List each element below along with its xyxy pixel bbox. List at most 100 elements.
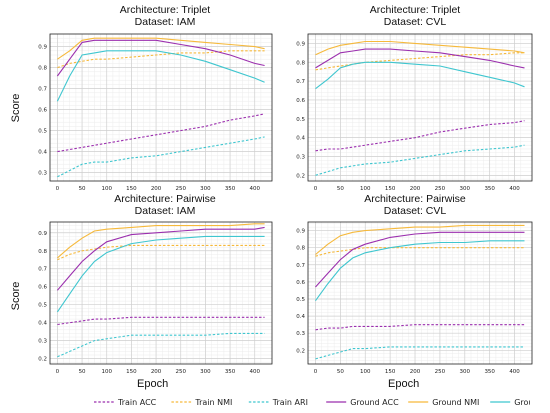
y-tick-label: 0.7 <box>38 87 47 93</box>
y-tick-label: 0.6 <box>38 285 47 291</box>
x-tick-label: 150 <box>385 186 396 192</box>
y-tick-label: 0.4 <box>38 150 47 156</box>
plot-frame <box>307 221 533 365</box>
legend-label: Train ARI <box>272 398 308 407</box>
series-line-ground-ari <box>315 61 525 90</box>
plot-pairwise-cvl: 0 50 100 150 200 250 300 350 400 0.2 0.3 0.4 0.5 0.6 0… <box>296 221 533 375</box>
major-grid <box>50 222 272 364</box>
series-line-train-nmi <box>315 247 525 257</box>
x-tick-label: 0 <box>56 186 60 192</box>
chart-title-3: Architecture: Pairwise Dataset: IAM <box>40 193 290 217</box>
major-grid <box>308 222 532 364</box>
x-tick-label: 100 <box>101 186 112 192</box>
y-tick-label: 0.9 <box>38 231 47 237</box>
series-line-train-acc <box>315 120 525 152</box>
chart-title-1-line2: Dataset: IAM <box>134 16 196 28</box>
y-tick-label: 0.2 <box>296 348 305 354</box>
y-tick-label: 0.8 <box>38 66 47 72</box>
x-tick-label: 300 <box>460 369 471 375</box>
legend-label: Train NMI <box>194 398 232 407</box>
plot-frame <box>49 33 273 182</box>
series-line-train-ari <box>57 136 265 178</box>
plot-pairwise-iam: 0 50 100 150 200 250 300 350 400 0.2 0.3 0.4 0.5 0.6 0… <box>38 221 273 375</box>
y-tick-label: 0.8 <box>296 246 305 252</box>
x-tick-label: 350 <box>484 369 495 375</box>
y-tick-label: 0.6 <box>38 108 47 114</box>
x-tick-label: 200 <box>151 369 162 375</box>
x-tick-label: 200 <box>410 369 421 375</box>
x-tick-label: 400 <box>509 186 520 192</box>
series-line-ground-ari <box>315 240 525 302</box>
y-tick-label: 0.3 <box>296 331 305 337</box>
legend-item-train-ari: Train ARI <box>248 398 308 407</box>
series-line-train-nmi <box>57 50 265 69</box>
y-tick-label: 0.5 <box>38 129 47 135</box>
x-tick-label: 250 <box>435 369 446 375</box>
y-tick-label: 0.4 <box>296 136 305 142</box>
plot-frame <box>49 221 273 365</box>
y-tick-label: 0.9 <box>296 229 305 235</box>
y-tick-label: 0.8 <box>38 249 47 255</box>
y-tick-label: 0.7 <box>38 267 47 273</box>
x-tick-label: 0 <box>56 369 60 375</box>
x-tick-label: 150 <box>126 369 137 375</box>
y-tick-label: 0.6 <box>296 280 305 286</box>
series-line-train-ari <box>315 144 525 176</box>
chart-title-2-line2: Dataset: CVL <box>383 16 447 28</box>
x-tick-label: 150 <box>385 369 396 375</box>
minor-grid <box>50 34 272 182</box>
series-line-ground-acc <box>315 231 525 288</box>
chart-title-2-line1: Architecture: Triplet <box>369 4 461 16</box>
y-tick-label: 0.6 <box>296 98 305 104</box>
x-tick-label: 150 <box>126 186 137 192</box>
y-tick-label: 0.2 <box>38 357 47 363</box>
x-axis-label-right: Epoch <box>388 378 420 390</box>
legend-label: Train ACC <box>117 398 157 407</box>
chart-title-2: Architecture: Triplet Dataset: CVL <box>290 4 540 28</box>
x-tick-label: 400 <box>509 369 520 375</box>
series-line-train-ari <box>57 332 265 358</box>
y-tick-label: 0.5 <box>38 303 47 309</box>
chart-title-3-line2: Dataset: IAM <box>134 205 196 217</box>
x-tick-label: 50 <box>79 369 86 375</box>
legend-item-train-nmi: Train NMI <box>171 398 232 407</box>
y-tick-label: 0.7 <box>296 263 305 269</box>
y-axis-label-top: Score <box>10 93 22 123</box>
y-tick-label: 0.5 <box>296 117 305 123</box>
series-line-train-acc <box>315 324 525 331</box>
x-tick-label: 100 <box>360 186 371 192</box>
chart-title-3-line1: Architecture: Pairwise <box>114 193 216 205</box>
major-grid <box>308 34 532 181</box>
y-tick-label: 0.9 <box>38 45 47 51</box>
y-tick-label: 0.4 <box>296 314 305 320</box>
legend-label: Ground ACC <box>350 398 399 407</box>
series-line-train-acc <box>57 113 265 153</box>
x-tick-label: 250 <box>435 186 446 192</box>
series-line-ground-nmi <box>57 223 265 259</box>
chart-title-4-line2: Dataset: CVL <box>383 205 447 217</box>
plot-triplet-cvl: 0 50 100 150 200 250 300 350 400 0.2 0.3 0.4 0.5 0.6 0… <box>296 33 533 192</box>
y-tick-label: 0.5 <box>296 297 305 303</box>
x-tick-label: 100 <box>360 369 371 375</box>
y-axis-label-bottom: Score <box>10 281 22 311</box>
plot-triplet-iam: 0 50 100 150 200 250 300 350 400 0.3 0.4 0.5 0.6 0.7 0… <box>38 33 273 192</box>
x-tick-label: 50 <box>79 186 86 192</box>
y-tick-label: 0.9 <box>296 41 305 47</box>
x-tick-label: 350 <box>225 369 236 375</box>
legend-label: Ground ARI <box>514 398 530 407</box>
y-tick-label: 0.3 <box>38 339 47 345</box>
chart-title-4-line1: Architecture: Pairwise <box>364 193 466 205</box>
minor-grid <box>308 34 532 181</box>
chart-title-1-line1: Architecture: Triplet <box>119 4 211 16</box>
legend: Train ACC Train NMI Train ARI Ground ACC Gro… <box>94 398 530 407</box>
series-line-ground-nmi <box>315 224 525 255</box>
legend-item-ground-acc: Ground ACC <box>326 398 399 407</box>
major-grid <box>50 34 272 181</box>
x-tick-label: 300 <box>200 186 211 192</box>
series-line-train-acc <box>57 316 265 326</box>
chart-title-1: Architecture: Triplet Dataset: IAM <box>40 4 290 28</box>
minor-grid <box>308 222 532 365</box>
x-tick-label: 100 <box>101 369 112 375</box>
series-line-ground-nmi <box>315 40 525 56</box>
x-tick-label: 200 <box>410 186 421 192</box>
